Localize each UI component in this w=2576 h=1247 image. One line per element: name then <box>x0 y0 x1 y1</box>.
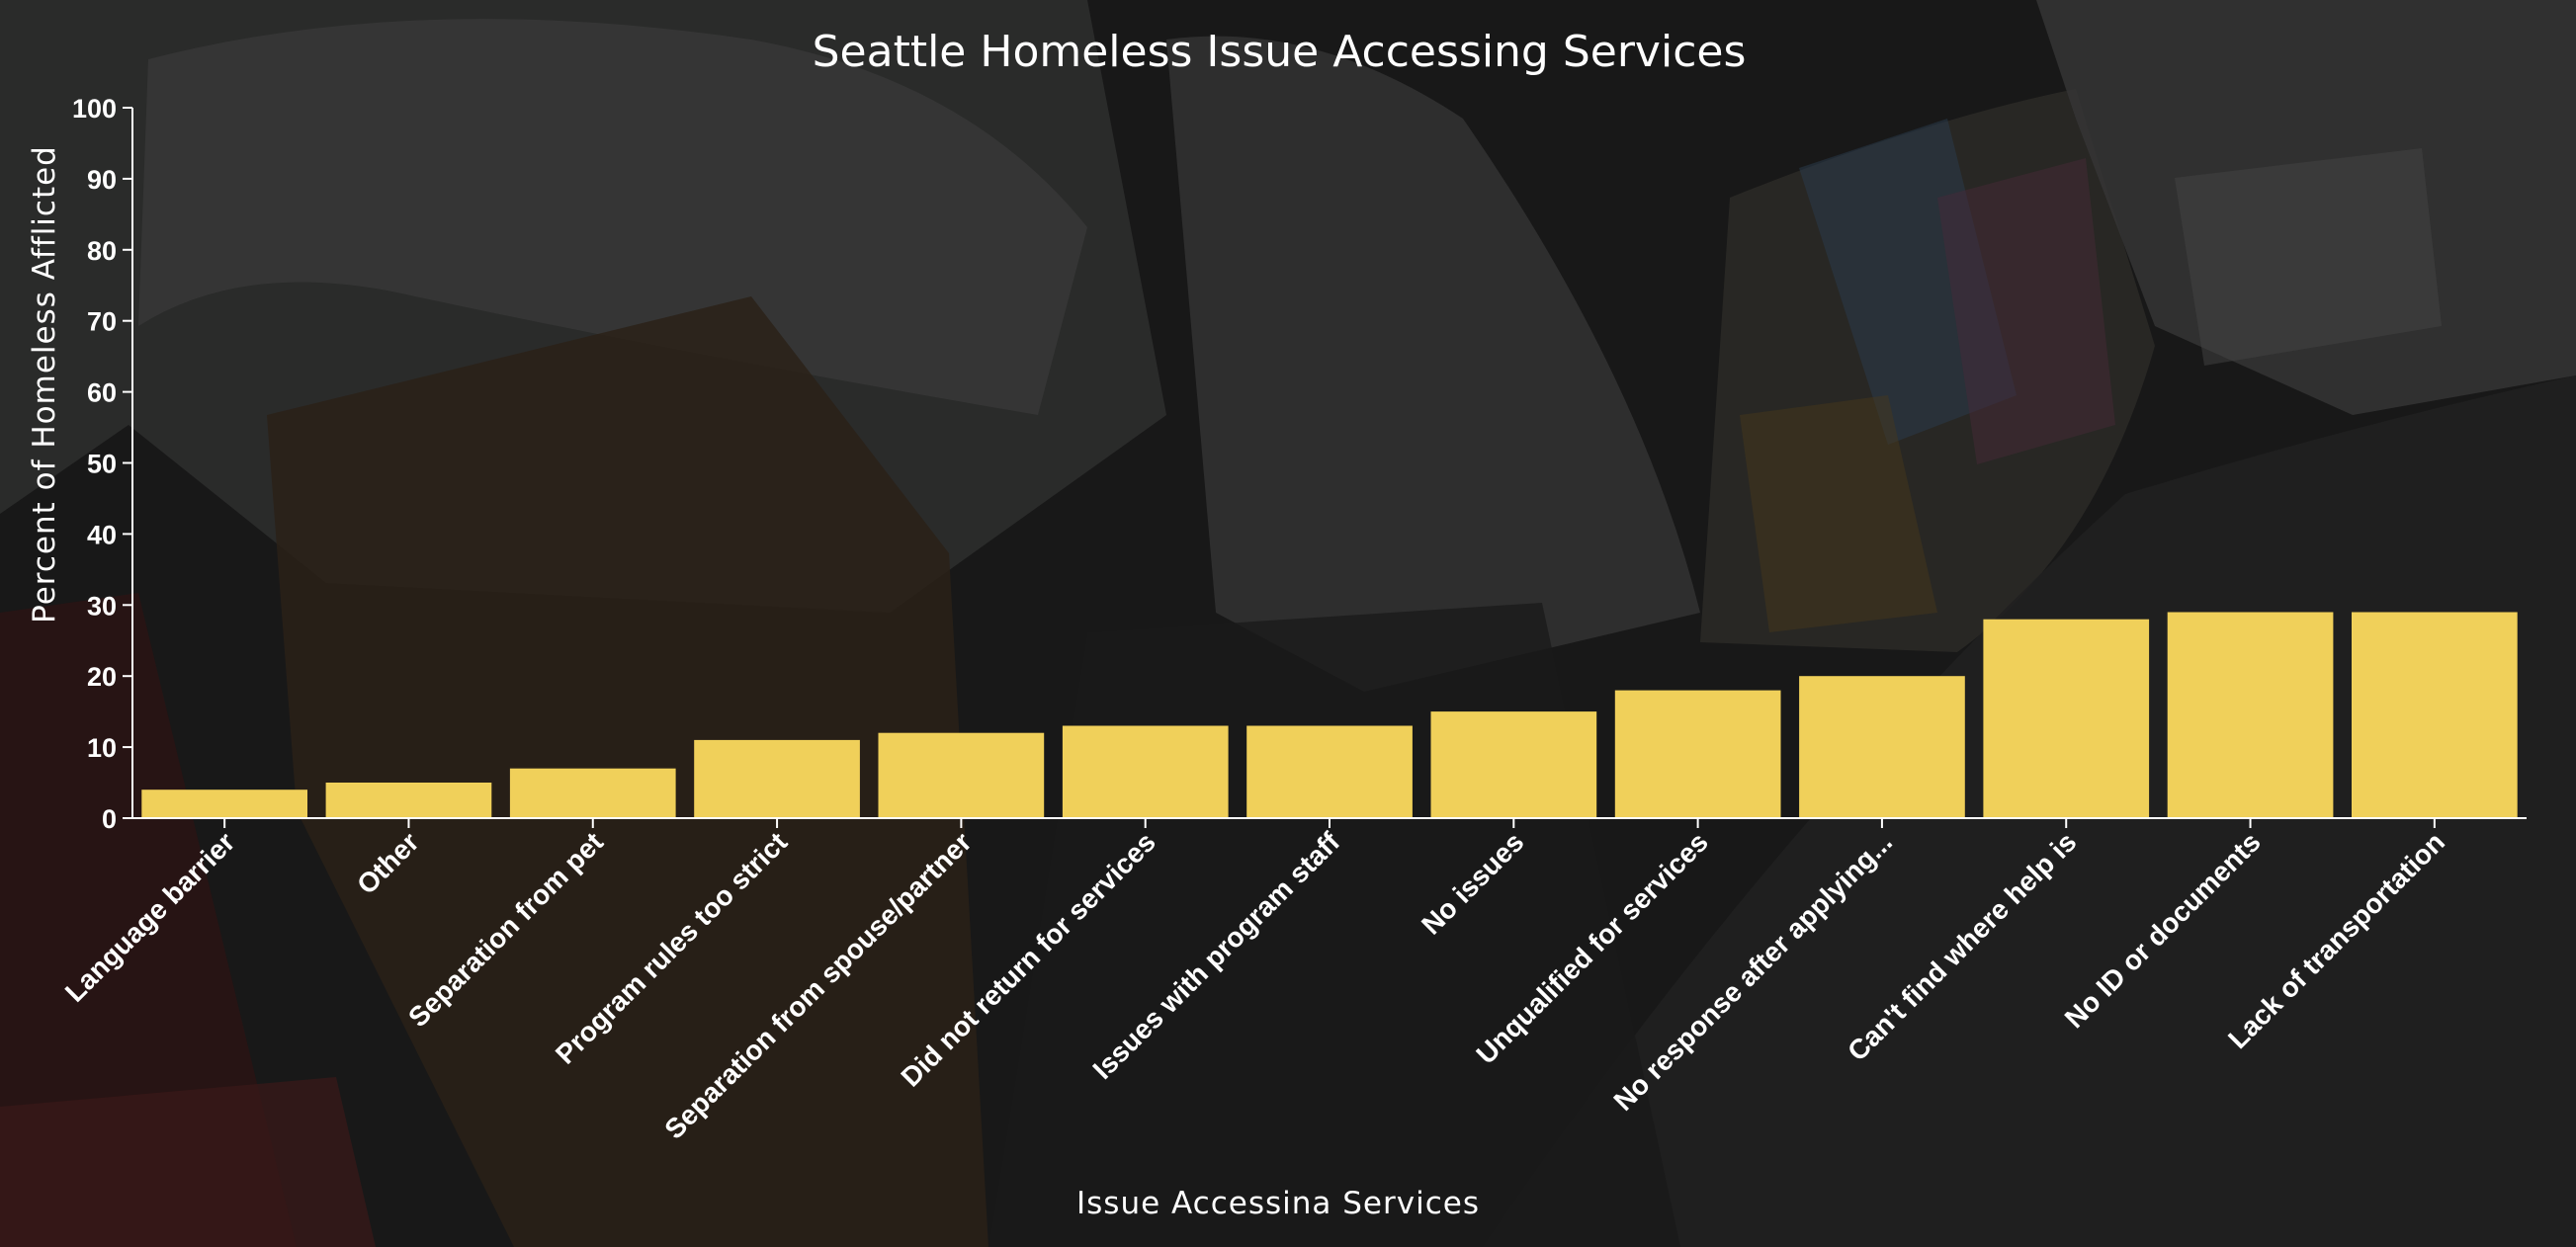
x-axis-title: Issue Accessina Services <box>1076 1186 1480 1221</box>
bar <box>1983 619 2150 818</box>
bar <box>1799 676 1965 818</box>
y-axis-title: Percent of Homeless Afflicted <box>27 145 62 624</box>
chart-title: Seattle Homeless Issue Accessing Service… <box>813 27 1747 77</box>
x-tick-label: Separation from spouse/partner <box>658 826 977 1144</box>
x-tick-label: No ID or documents <box>2059 826 2267 1034</box>
y-tick-label: 20 <box>87 662 117 692</box>
bar <box>325 783 492 818</box>
bar <box>2167 612 2334 818</box>
y-axis: 0 10 20 30 40 50 60 70 80 90 100 <box>72 94 133 834</box>
bar <box>509 768 676 818</box>
bar <box>1614 690 1781 818</box>
bar <box>878 732 1045 818</box>
y-tick-label: 30 <box>87 591 117 621</box>
y-tick-label: 60 <box>87 378 117 408</box>
bar <box>1430 711 1597 818</box>
y-tick-label: 70 <box>87 307 117 337</box>
y-tick-label: 100 <box>72 94 117 124</box>
y-tick-label: 80 <box>87 236 117 266</box>
x-tick-label: No issues <box>1416 826 1529 940</box>
bar <box>1062 725 1229 818</box>
bar <box>1246 725 1413 818</box>
x-tick-label: Lack of transportation <box>2222 826 2450 1054</box>
y-tick-label: 40 <box>87 520 117 549</box>
y-tick-label: 10 <box>87 733 117 763</box>
x-tick-label: Separation from pet <box>402 826 609 1033</box>
x-tick-label: Other <box>351 826 425 900</box>
bar <box>2352 612 2518 818</box>
bar <box>141 790 307 818</box>
y-tick-label: 90 <box>87 165 117 195</box>
bar <box>694 739 860 818</box>
y-tick-label: 50 <box>87 450 117 479</box>
bar-series <box>141 612 2518 818</box>
x-tick-label: Language barrier <box>59 826 241 1008</box>
y-tick-label: 0 <box>102 804 117 834</box>
